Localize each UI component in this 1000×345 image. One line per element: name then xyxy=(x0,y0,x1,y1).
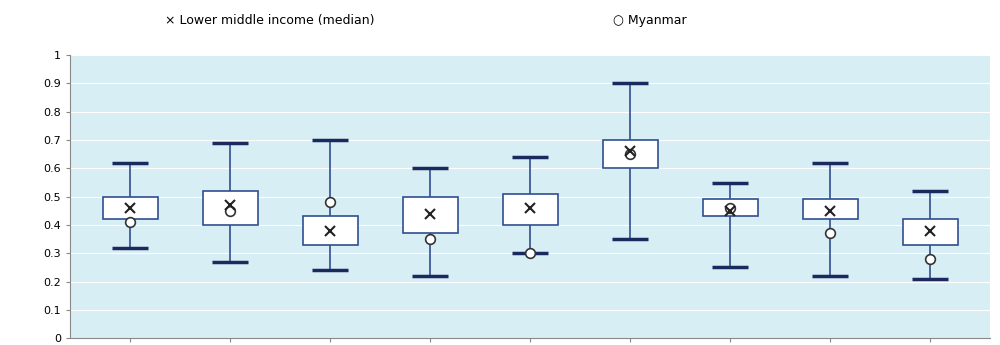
FancyBboxPatch shape xyxy=(803,199,858,219)
FancyBboxPatch shape xyxy=(602,140,658,168)
FancyBboxPatch shape xyxy=(503,194,558,225)
FancyBboxPatch shape xyxy=(702,199,758,216)
FancyBboxPatch shape xyxy=(403,197,458,234)
FancyBboxPatch shape xyxy=(903,219,958,245)
FancyBboxPatch shape xyxy=(302,216,358,245)
FancyBboxPatch shape xyxy=(202,191,258,225)
FancyBboxPatch shape xyxy=(103,197,158,219)
Text: ○ Myanmar: ○ Myanmar xyxy=(613,14,687,27)
Text: × Lower middle income (median): × Lower middle income (median) xyxy=(165,14,375,27)
